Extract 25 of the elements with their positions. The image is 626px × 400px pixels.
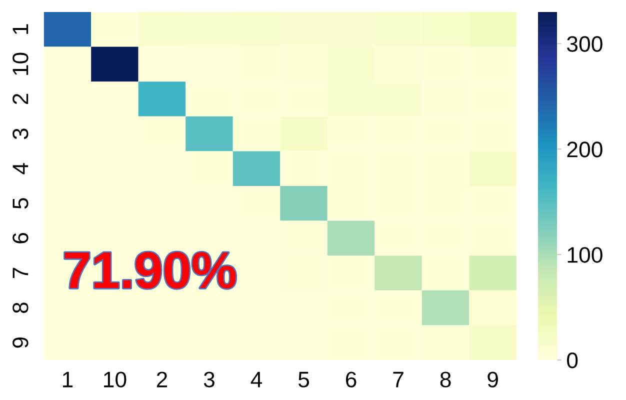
color-bar-label: 100 <box>568 247 602 263</box>
x-tick-label: 6 <box>346 372 356 388</box>
y-tick-label: 7 <box>12 268 28 278</box>
color-bar-label: 200 <box>567 142 602 158</box>
x-tick-label: 3 <box>204 372 214 388</box>
x-tick-label: 10 <box>104 372 126 388</box>
color-bar-label: 300 <box>567 36 602 52</box>
color-bar-label: 0 <box>567 352 578 368</box>
x-tick-label: 1 <box>62 372 73 388</box>
x-tick-label: 4 <box>250 372 262 388</box>
y-tick-label: 1 <box>12 24 28 34</box>
y-tick-label: 10 <box>12 52 28 75</box>
x-tick-label: 8 <box>440 372 451 388</box>
x-tick-label: 5 <box>298 372 310 388</box>
y-tick-label: 3 <box>12 128 28 140</box>
y-tick-label: 5 <box>12 198 28 209</box>
x-tick-label: 2 <box>156 372 168 388</box>
annotation: 71.90% <box>64 252 236 289</box>
x-tick-label: 9 <box>488 372 498 388</box>
y-tick-label: 2 <box>12 94 28 104</box>
y-tick-label: 8 <box>12 302 28 314</box>
y-tick-label: 4 <box>12 163 28 174</box>
y-tick-label: 6 <box>12 232 28 244</box>
y-tick-label: 9 <box>12 337 28 348</box>
x-tick-label: 7 <box>393 372 404 388</box>
